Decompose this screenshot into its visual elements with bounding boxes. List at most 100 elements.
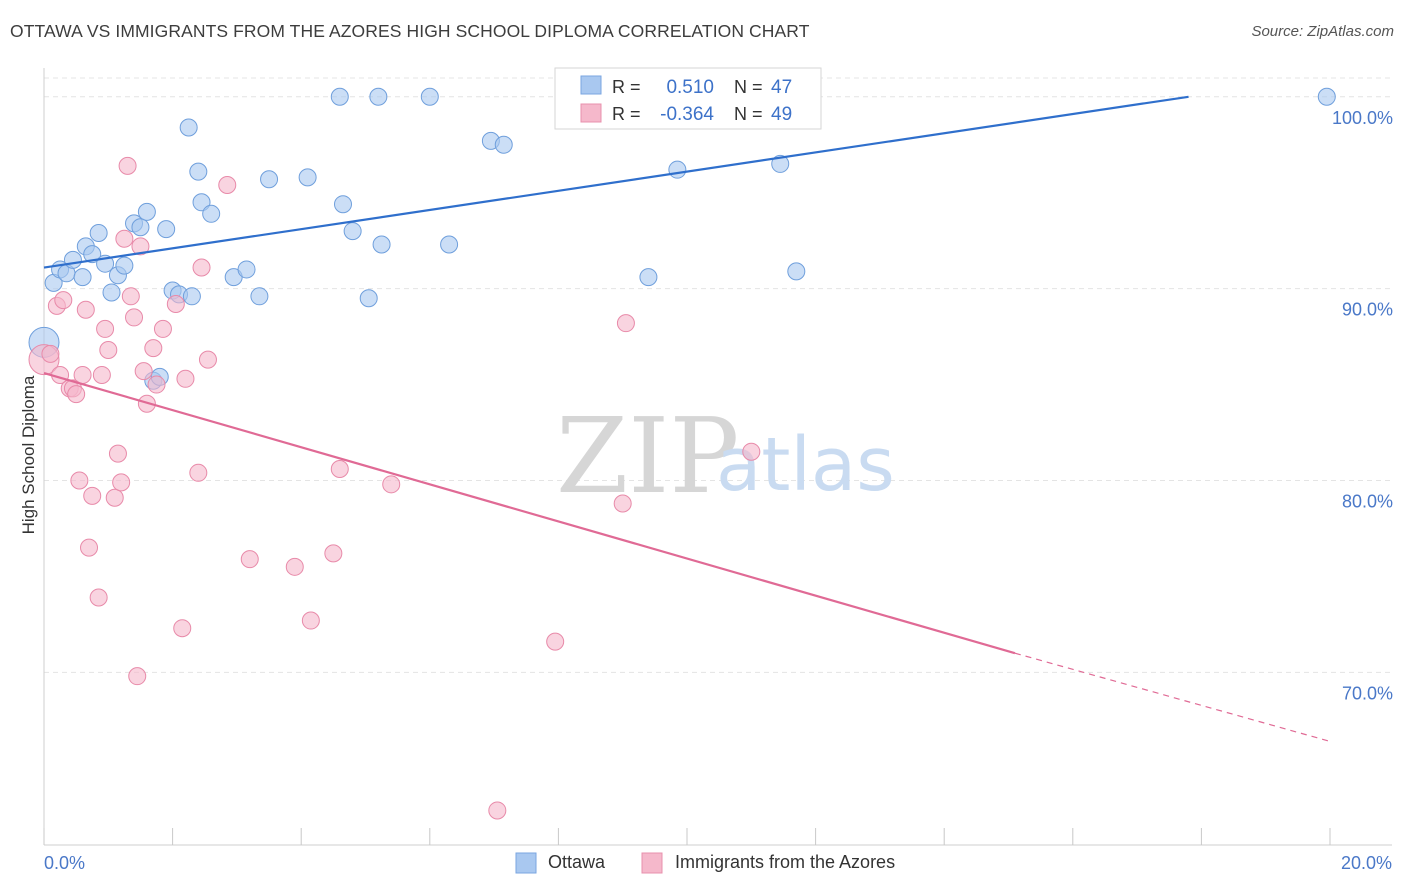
ottawa-point — [192, 193, 211, 212]
ottawa-point — [137, 202, 156, 221]
ottawa-point — [420, 87, 439, 106]
azores-point — [176, 369, 195, 388]
azores-point — [115, 229, 134, 248]
ottawa-point — [639, 268, 658, 287]
azores-point — [742, 442, 761, 461]
azores-point — [76, 300, 95, 319]
ottawa-point — [1317, 87, 1336, 106]
ottawa-point — [157, 220, 176, 239]
bottom-legend-label-ottawa: Ottawa — [548, 852, 606, 872]
azores-point — [218, 176, 237, 195]
legend-n-value-ottawa: 47 — [771, 77, 792, 98]
trend-line-azores — [43, 371, 1016, 655]
azores-point — [112, 473, 131, 492]
bottom-legend-swatch-azores — [641, 852, 663, 874]
azores-point — [301, 611, 320, 630]
azores-point — [73, 365, 92, 384]
azores-point — [153, 319, 172, 338]
azores-point — [616, 314, 635, 333]
ottawa-point — [787, 262, 806, 281]
ottawa-point — [343, 222, 362, 241]
ottawa-point — [250, 287, 269, 306]
ottawa-point — [189, 162, 208, 181]
legend-r-label-azores: R = — [612, 104, 641, 124]
ottawa-point — [369, 87, 388, 106]
ottawa-point — [260, 170, 279, 189]
legend-n-label-ottawa: N = — [734, 77, 763, 97]
azores-point — [96, 319, 115, 338]
ottawa-point — [298, 168, 317, 187]
azores-point — [240, 550, 259, 569]
legend-n-value-azores: 49 — [771, 104, 792, 125]
y-tick-label: 100.0% — [1332, 108, 1393, 128]
legend-swatch-ottawa — [580, 75, 602, 95]
ottawa-point — [73, 268, 92, 287]
ottawa-point — [63, 250, 82, 269]
axes — [43, 68, 1392, 846]
azores-point — [173, 619, 192, 638]
azores-point — [324, 544, 343, 563]
ottawa-point — [333, 195, 352, 214]
y-tick-label: 70.0% — [1342, 683, 1393, 703]
legend-r-value-ottawa: 0.510 — [666, 77, 714, 98]
legend-swatch-azores — [580, 103, 602, 123]
azores-point — [118, 156, 137, 175]
stats-legend: R = 0.510 N = 47 R = -0.364 N = 49 — [554, 67, 822, 130]
trend-lines — [43, 95, 1331, 742]
azores-point — [128, 667, 147, 686]
azores-point — [83, 486, 102, 505]
azores-points — [28, 156, 761, 820]
azores-point — [105, 488, 124, 507]
y-tick-label: 90.0% — [1342, 300, 1393, 320]
ottawa-point — [182, 287, 201, 306]
azores-point — [192, 258, 211, 277]
legend-n-label-azores: N = — [734, 104, 763, 124]
ottawa-point — [359, 289, 378, 308]
ottawa-point — [83, 245, 102, 264]
azores-point — [70, 471, 89, 490]
ottawa-point — [115, 256, 134, 275]
ottawa-point — [668, 160, 687, 179]
ottawa-point — [440, 235, 459, 254]
azores-point — [488, 801, 507, 820]
legend-r-label-ottawa: R = — [612, 77, 641, 97]
azores-point — [125, 308, 144, 327]
ottawa-points — [28, 87, 1336, 390]
azores-point — [144, 339, 163, 358]
legend-r-value-azores: -0.364 — [660, 104, 714, 125]
azores-point — [189, 463, 208, 482]
ottawa-point — [330, 87, 349, 106]
azores-point — [166, 294, 185, 313]
azores-point — [108, 444, 127, 463]
ottawa-point — [131, 218, 150, 237]
azores-point — [285, 557, 304, 576]
trend-line-azores-extension — [1014, 652, 1331, 742]
azores-point — [41, 344, 60, 363]
ottawa-point — [494, 135, 513, 154]
azores-point — [89, 588, 108, 607]
ottawa-point — [771, 154, 790, 173]
ottawa-point — [89, 223, 108, 242]
chart-title: OTTAWA VS IMMIGRANTS FROM THE AZORES HIG… — [10, 21, 810, 41]
ottawa-point — [202, 204, 221, 223]
azores-point — [54, 291, 73, 310]
ottawa-point — [102, 283, 121, 302]
ottawa-point — [179, 118, 198, 137]
azores-point — [382, 475, 401, 494]
azores-point — [131, 237, 150, 256]
source-label: Source: ZipAtlas.com — [1251, 23, 1394, 40]
watermark-atlas: atlas — [716, 422, 895, 508]
azores-point — [613, 494, 632, 513]
azores-point — [198, 350, 217, 369]
azores-point — [147, 375, 166, 394]
x-tick-label-max: 20.0% — [1341, 853, 1392, 873]
y-axis-label: High School Diploma — [19, 375, 38, 534]
ottawa-point — [372, 235, 391, 254]
azores-point — [92, 365, 111, 384]
watermark-zip: ZIP — [556, 395, 739, 517]
bottom-legend-label-azores: Immigrants from the Azores — [675, 852, 896, 872]
azores-point — [546, 632, 565, 651]
x-tick-label-min: 0.0% — [44, 853, 85, 873]
trend-line-ottawa — [43, 95, 1189, 269]
azores-point — [134, 362, 153, 381]
